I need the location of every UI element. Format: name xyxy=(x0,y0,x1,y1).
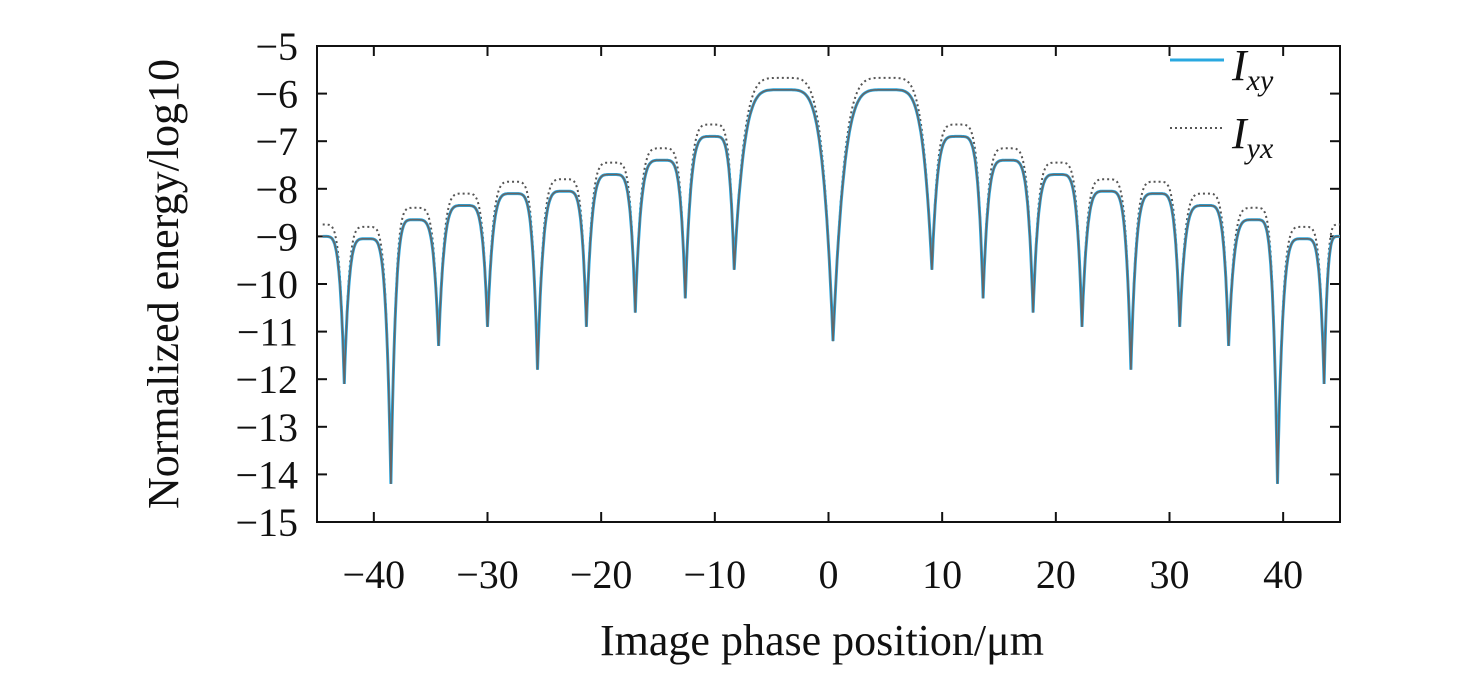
x-tick-label: 40 xyxy=(1263,552,1303,597)
x-tick-label: 0 xyxy=(819,552,839,597)
y-tick-label: −15 xyxy=(235,500,298,545)
y-tick-label: −12 xyxy=(235,357,298,402)
x-tick-label: 20 xyxy=(1036,552,1076,597)
y-tick-label: −10 xyxy=(235,262,298,307)
series-layer xyxy=(322,76,1340,484)
x-axis: −40 −30 −20 −10 0 10 20 30 40 xyxy=(343,46,1303,597)
y-tick-label: −11 xyxy=(237,310,298,355)
y-axis: −5−6−7−8−9−10−11−12−13−14−15 xyxy=(235,24,1340,545)
x-tick-label: 30 xyxy=(1150,552,1190,597)
x-tick-label: −20 xyxy=(570,552,633,597)
y-tick-label: −5 xyxy=(255,24,298,69)
series-line-I_xy-overlay xyxy=(322,89,1340,484)
y-tick-label: −9 xyxy=(255,214,298,259)
legend: Ixy Iyx xyxy=(1170,41,1274,165)
y-axis-title: Normalized energy/log10 xyxy=(139,59,188,509)
y-tick-label: −7 xyxy=(255,119,298,164)
x-tick-label: −40 xyxy=(343,552,406,597)
x-tick-label: −30 xyxy=(456,552,519,597)
y-tick-label: −6 xyxy=(255,72,298,117)
y-tick-label: −13 xyxy=(235,405,298,450)
legend-label: Ixy xyxy=(1231,41,1274,97)
x-tick-label: −10 xyxy=(684,552,747,597)
x-axis-title: Image phase position/μm xyxy=(600,616,1044,665)
plot-area-frame xyxy=(316,45,1341,523)
y-tick-label: −8 xyxy=(255,167,298,212)
y-tick-label: −14 xyxy=(235,452,298,497)
x-tick-label: 10 xyxy=(922,552,962,597)
legend-label: Iyx xyxy=(1231,109,1274,165)
